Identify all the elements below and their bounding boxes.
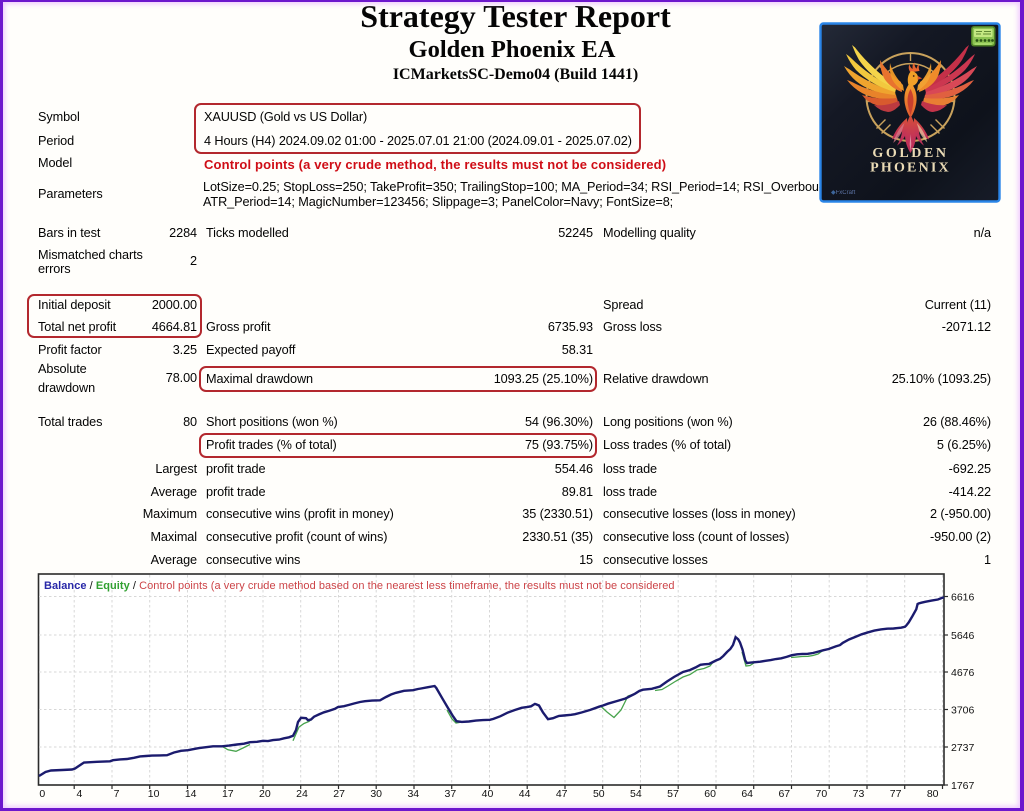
svg-text:50: 50 <box>593 788 605 800</box>
svg-text:6616: 6616 <box>951 592 975 604</box>
svg-text:PHOENIX: PHOENIX <box>870 161 951 176</box>
svg-text:37: 37 <box>445 788 457 800</box>
svg-text:1767: 1767 <box>951 780 975 792</box>
svg-text:67: 67 <box>778 788 790 800</box>
svg-text:14: 14 <box>185 788 197 800</box>
svg-text:70: 70 <box>816 788 828 800</box>
svg-text:20: 20 <box>259 788 271 800</box>
svg-text:60: 60 <box>704 788 716 800</box>
svg-text:40: 40 <box>482 788 494 800</box>
svg-text:44: 44 <box>519 788 531 800</box>
svg-text:◆FxCraft: ◆FxCraft <box>831 190 856 196</box>
svg-text:3706: 3706 <box>951 705 975 717</box>
svg-text:47: 47 <box>556 788 568 800</box>
svg-text:64: 64 <box>741 788 753 800</box>
svg-text:24: 24 <box>296 788 308 800</box>
svg-text:80: 80 <box>927 788 939 800</box>
svg-text:17: 17 <box>222 788 234 800</box>
svg-text:10: 10 <box>148 788 160 800</box>
svg-text:54: 54 <box>630 788 642 800</box>
svg-text:30: 30 <box>370 788 382 800</box>
svg-text:4: 4 <box>76 788 82 800</box>
svg-text:2737: 2737 <box>951 742 975 754</box>
svg-text:34: 34 <box>407 788 419 800</box>
svg-text:77: 77 <box>890 788 902 800</box>
svg-text:73: 73 <box>853 788 865 800</box>
svg-text:7: 7 <box>114 788 120 800</box>
svg-text:5646: 5646 <box>951 630 975 642</box>
svg-text:GOLDEN: GOLDEN <box>872 146 948 161</box>
svg-text:4676: 4676 <box>951 667 975 679</box>
svg-text:0: 0 <box>39 788 45 800</box>
svg-text:Balance / Equity / Control poi: Balance / Equity / Control points (a ver… <box>44 580 675 592</box>
svg-text:27: 27 <box>333 788 345 800</box>
svg-text:57: 57 <box>667 788 679 800</box>
